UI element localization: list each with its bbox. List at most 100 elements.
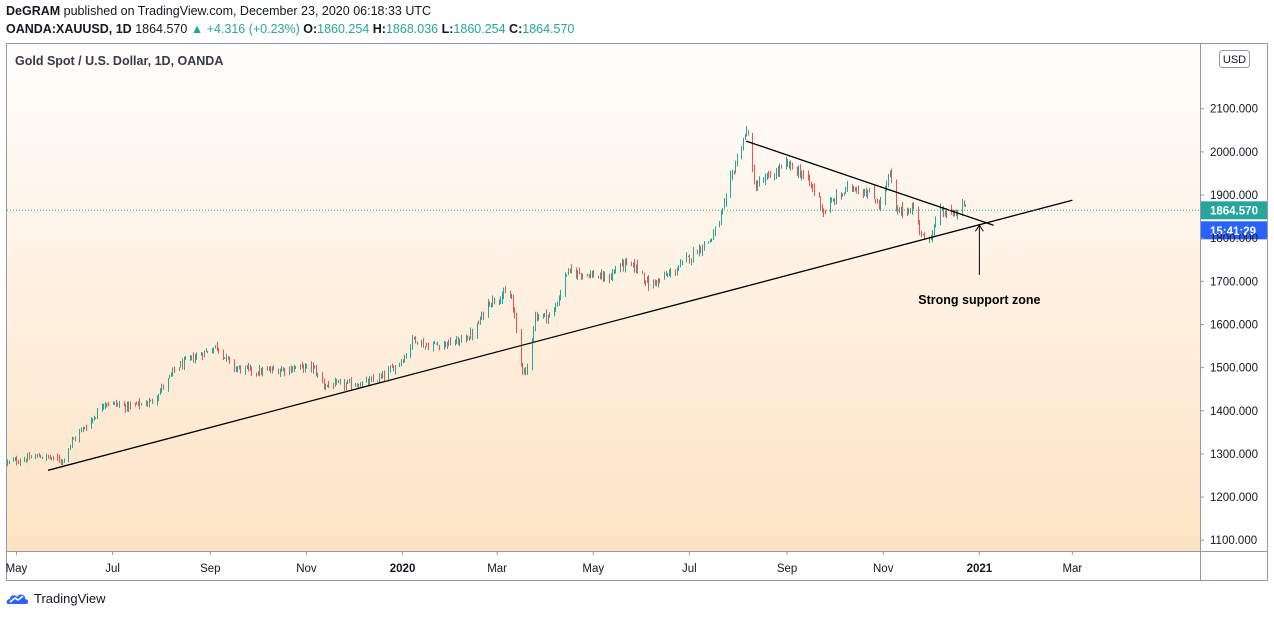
candle-body bbox=[294, 367, 295, 371]
candle-down bbox=[163, 384, 164, 390]
candle-body bbox=[322, 373, 323, 382]
candle-down bbox=[291, 365, 292, 374]
candle-body bbox=[401, 360, 402, 364]
candle-up bbox=[53, 455, 54, 461]
candle-body bbox=[797, 167, 798, 175]
candle-body bbox=[566, 274, 567, 276]
candle-down bbox=[752, 132, 753, 173]
candle-up bbox=[105, 402, 106, 410]
candle-body bbox=[428, 346, 429, 350]
candle-body bbox=[962, 202, 963, 212]
candle-body bbox=[379, 375, 380, 382]
candle-down bbox=[18, 460, 19, 465]
candle-body bbox=[896, 180, 897, 211]
candle-up bbox=[158, 393, 159, 402]
candle-up bbox=[15, 457, 16, 462]
candle-up bbox=[554, 307, 555, 317]
candle-body bbox=[538, 316, 539, 319]
candle-body bbox=[86, 428, 87, 430]
candle-body bbox=[932, 233, 933, 239]
candle-down bbox=[819, 192, 820, 198]
candle-up bbox=[670, 267, 671, 278]
candle-body bbox=[327, 384, 328, 386]
candle-up bbox=[7, 459, 8, 467]
candle-up bbox=[292, 366, 293, 373]
candle-up bbox=[456, 336, 457, 345]
candle-down bbox=[193, 352, 194, 363]
candle-up bbox=[213, 347, 214, 354]
candle-down bbox=[811, 181, 812, 189]
candle-body bbox=[759, 180, 760, 185]
candle-body bbox=[448, 339, 449, 347]
candle-body bbox=[212, 351, 213, 353]
candle-up bbox=[888, 173, 889, 188]
candle-down bbox=[229, 356, 230, 364]
x-tick-label: May bbox=[582, 563, 604, 575]
candle-body bbox=[908, 209, 909, 214]
candle-body bbox=[677, 270, 678, 273]
tradingview-logo[interactable]: TradingView bbox=[6, 590, 106, 606]
candle-body bbox=[168, 378, 169, 388]
candle-down bbox=[51, 457, 52, 461]
candle-up bbox=[480, 316, 481, 325]
candle-up bbox=[349, 379, 350, 384]
candle-up bbox=[688, 255, 689, 257]
candle-up bbox=[488, 298, 489, 318]
x-tick-label: 2021 bbox=[967, 563, 993, 575]
candle-body bbox=[789, 161, 790, 168]
candle-body bbox=[700, 246, 701, 252]
candle-body bbox=[81, 429, 82, 432]
candle-body bbox=[53, 455, 54, 459]
candle-up bbox=[305, 363, 306, 373]
candle-body bbox=[503, 290, 504, 296]
candle-down bbox=[106, 402, 107, 408]
candle-up bbox=[726, 193, 727, 207]
candle-down bbox=[417, 341, 418, 345]
candle-down bbox=[899, 207, 900, 214]
candle-up bbox=[437, 341, 438, 346]
candle-down bbox=[240, 365, 241, 374]
candle-body bbox=[102, 406, 103, 411]
candle-up bbox=[20, 458, 21, 466]
candle-body bbox=[206, 350, 207, 352]
candle-body bbox=[811, 184, 812, 186]
candle-down bbox=[770, 170, 771, 179]
candle-body bbox=[524, 368, 525, 371]
candle-up bbox=[160, 388, 161, 395]
candle-body bbox=[42, 458, 43, 460]
candle-body bbox=[953, 211, 954, 217]
candle-up bbox=[147, 401, 148, 408]
candle-body bbox=[335, 381, 336, 387]
candle-down bbox=[812, 183, 813, 193]
candle-body bbox=[615, 270, 616, 272]
candle-body bbox=[48, 455, 49, 458]
candle-body bbox=[593, 272, 594, 278]
candle-body bbox=[149, 400, 150, 405]
candle-body bbox=[303, 364, 304, 371]
candle-body bbox=[711, 239, 712, 241]
candle-body bbox=[847, 185, 848, 188]
candle-body bbox=[437, 344, 438, 346]
candle-body bbox=[533, 328, 534, 339]
candle-up bbox=[455, 339, 456, 346]
candle-up bbox=[691, 258, 692, 266]
candle-down bbox=[856, 186, 857, 194]
candle-body bbox=[522, 363, 523, 372]
candle-up bbox=[360, 382, 361, 387]
candle-down bbox=[697, 249, 698, 255]
candle-up bbox=[592, 270, 593, 279]
currency-badge-box[interactable] bbox=[1219, 50, 1250, 68]
candle-up bbox=[787, 159, 788, 167]
candle-up bbox=[237, 365, 238, 373]
candle-body bbox=[436, 343, 437, 345]
candle-body bbox=[670, 271, 671, 274]
candle-body bbox=[70, 444, 71, 449]
candle-up bbox=[13, 457, 14, 462]
candle-down bbox=[450, 337, 451, 346]
candle-body bbox=[114, 402, 115, 404]
x-tick-label: May bbox=[6, 563, 28, 575]
candle-up bbox=[70, 444, 71, 450]
candle-body bbox=[295, 367, 296, 369]
candle-up bbox=[382, 371, 383, 379]
